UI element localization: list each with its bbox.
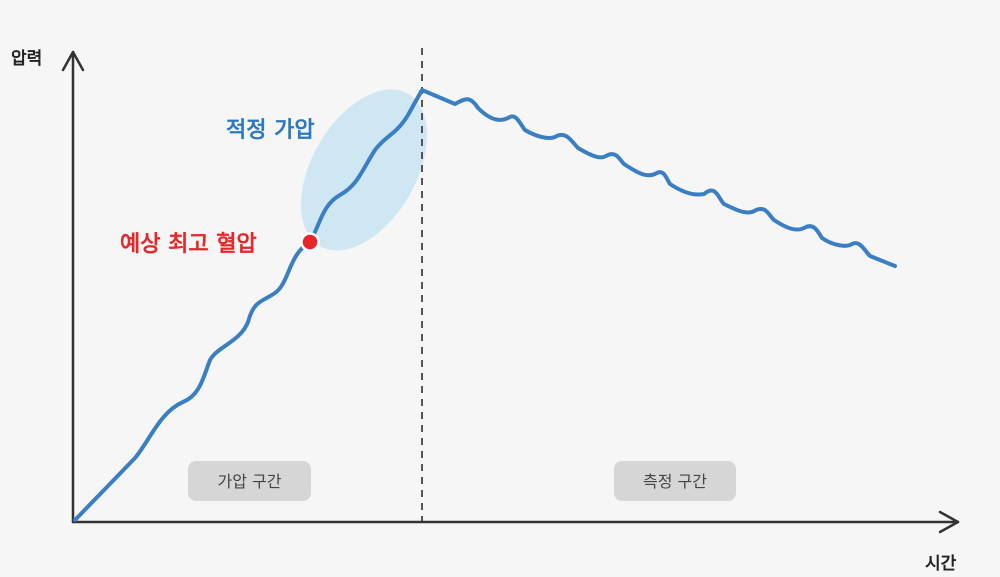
measurement-phase-badge: 측정 구간 [614, 461, 736, 501]
estimated-max-bp-marker [300, 232, 320, 252]
inflation-phase-badge: 가압 구간 [188, 461, 311, 501]
pressure-curve [73, 88, 897, 522]
measurement-phase-label: 측정 구간 [643, 472, 707, 491]
optimal-inflation-label: 적정 가압 [226, 118, 315, 143]
x-axis-label: 시간 [925, 554, 957, 574]
inflation-phase-label: 가압 구간 [218, 472, 282, 491]
y-axis-label: 압력 [11, 48, 42, 69]
estimated-max-bp-label: 예상 최고 혈압 [120, 232, 257, 257]
x-axis-arrow-head [938, 510, 960, 534]
